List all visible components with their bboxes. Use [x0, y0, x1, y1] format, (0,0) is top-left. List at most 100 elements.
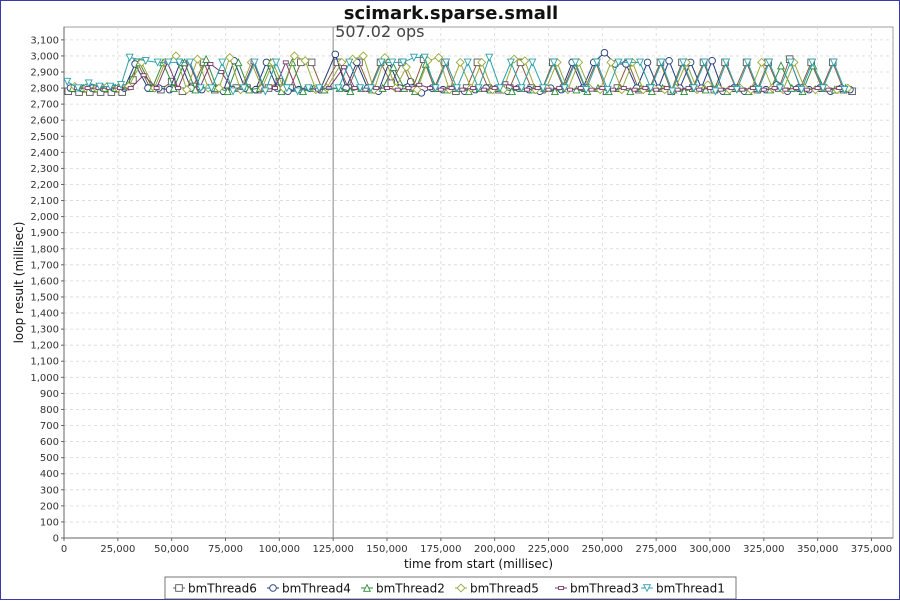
- data-point: [549, 58, 558, 67]
- data-point: [63, 77, 72, 86]
- data-point: [282, 60, 289, 65]
- data-point: [496, 84, 505, 93]
- x-tick-label: 0: [61, 544, 67, 555]
- y-tick-label: 2,000: [30, 212, 59, 223]
- data-point: [345, 58, 354, 67]
- data-point: [732, 85, 741, 94]
- data-point: [399, 58, 408, 67]
- data-point: [513, 86, 520, 91]
- y-tick-label: 1,900: [30, 228, 59, 239]
- data-point: [646, 84, 655, 93]
- data-point: [717, 87, 724, 92]
- data-point: [777, 61, 786, 70]
- data-point: [588, 87, 595, 92]
- data-point: [250, 58, 259, 67]
- data-point: [196, 84, 205, 93]
- data-point: [765, 58, 774, 67]
- y-tick-label: 1,800: [30, 244, 59, 255]
- x-tick-label: 150,000: [366, 544, 407, 555]
- series-layer: [63, 48, 856, 97]
- data-point: [771, 86, 778, 91]
- data-point: [754, 85, 763, 94]
- data-point: [207, 84, 216, 93]
- data-point: [409, 53, 418, 62]
- data-point: [491, 86, 498, 91]
- plot-area: [63, 26, 894, 539]
- data-point: [620, 86, 627, 91]
- data-point: [207, 62, 214, 66]
- data-point: [743, 58, 752, 67]
- data-point: [272, 86, 278, 91]
- data-point: [448, 86, 455, 91]
- data-point: [356, 84, 365, 93]
- y-tick-label: 2,100: [30, 196, 59, 207]
- data-point: [272, 58, 281, 67]
- data-point: [307, 58, 316, 67]
- y-tick-label: 2,500: [30, 132, 59, 143]
- data-point: [456, 583, 466, 593]
- data-point: [331, 50, 340, 59]
- legend: bmThread6 bmThread4 bmThread2 bmThread5 bmTh…: [164, 576, 737, 600]
- y-tick-label: 2,800: [30, 84, 59, 95]
- data-point: [556, 86, 563, 91]
- data-point: [141, 56, 150, 66]
- data-point: [592, 58, 601, 67]
- data-point: [431, 84, 440, 93]
- data-point: [539, 84, 548, 93]
- y-tick-label: 800: [40, 405, 59, 416]
- data-point: [153, 58, 162, 67]
- data-point: [614, 58, 623, 67]
- data-point: [840, 85, 849, 94]
- data-point: [95, 82, 104, 91]
- y-tick-label: 400: [40, 469, 59, 480]
- y-tick-label: 1,000: [30, 373, 59, 384]
- data-point: [631, 87, 638, 92]
- data-point: [685, 86, 692, 91]
- data-point: [427, 86, 434, 91]
- data-point: [340, 65, 347, 70]
- y-tick-label: 2,300: [30, 164, 59, 175]
- data-point: [366, 84, 375, 93]
- annotation-label: 507.02 ops: [335, 22, 424, 41]
- data-point: [164, 58, 173, 67]
- data-point: [214, 83, 224, 93]
- data-point: [610, 87, 617, 92]
- axes: 0 100 200 300 400 500 600 700 800 900 1,000 1,100 1,…: [30, 27, 893, 555]
- data-point: [782, 87, 789, 92]
- data-point: [814, 86, 821, 91]
- x-tick-label: 350,000: [797, 544, 838, 555]
- data-point: [689, 84, 698, 93]
- data-point: [545, 87, 552, 92]
- data-point: [757, 57, 767, 67]
- data-point: [528, 58, 537, 67]
- data-point: [304, 84, 313, 93]
- data-point: [750, 86, 756, 91]
- x-tick-label: 375,000: [851, 544, 892, 555]
- x-tick-label: 75,000: [208, 544, 243, 555]
- data-point: [234, 58, 243, 67]
- data-point: [298, 86, 308, 96]
- data-point: [700, 58, 709, 67]
- y-tick-label: 200: [40, 501, 59, 512]
- data-point: [420, 53, 429, 62]
- data-point: [520, 56, 530, 66]
- legend-item: bmThread1: [641, 582, 725, 596]
- y-tick-label: 2,700: [30, 100, 59, 111]
- data-point: [117, 81, 126, 90]
- data-point: [558, 586, 564, 590]
- data-point: [225, 52, 235, 63]
- x-tick-label: 250,000: [582, 544, 623, 555]
- data-point: [808, 58, 817, 67]
- y-tick-label: 3,000: [30, 51, 59, 62]
- data-point: [485, 53, 494, 62]
- y-tick-label: 500: [40, 453, 59, 464]
- data-point: [477, 57, 487, 67]
- data-point: [571, 58, 580, 67]
- data-point: [412, 85, 422, 95]
- data-point: [642, 86, 649, 91]
- data-point: [175, 58, 184, 67]
- x-axis-label: time from start (millisec): [404, 557, 553, 571]
- data-point: [106, 82, 115, 91]
